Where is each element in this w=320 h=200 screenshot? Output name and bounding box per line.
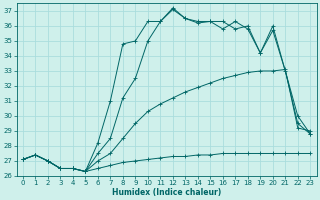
X-axis label: Humidex (Indice chaleur): Humidex (Indice chaleur) <box>112 188 221 197</box>
